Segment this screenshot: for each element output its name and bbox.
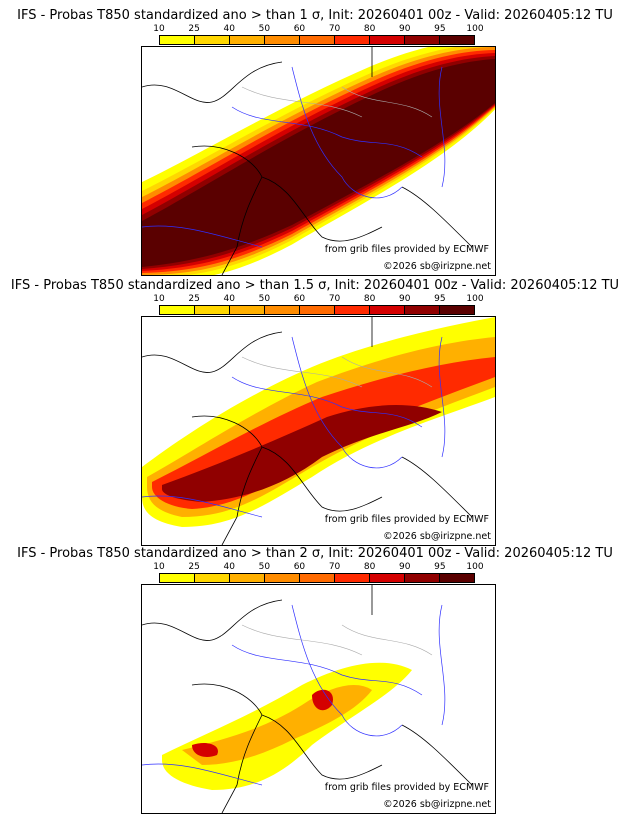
colorbar-tick-label: 50 — [258, 562, 271, 572]
coastline — [142, 317, 473, 545]
colorbar-swatch — [370, 574, 405, 582]
colorbar — [159, 573, 475, 583]
colorbar-tick-label: 10 — [153, 294, 165, 304]
colorbar-tick-label: 40 — [223, 562, 235, 572]
river-lines — [241, 356, 433, 388]
colorbar-tick-label: 95 — [434, 24, 446, 34]
probability-contour — [142, 59, 495, 275]
coastline — [142, 585, 473, 813]
map-area: from grib files provided by ECMWF ©2026 … — [141, 46, 496, 276]
colorbar-tick-label: 100 — [466, 24, 484, 34]
map-title: IFS - Probas T850 standardized ano > tha… — [17, 546, 613, 561]
colorbar-swatch — [440, 574, 474, 582]
colorbar-tick-label: 50 — [258, 24, 271, 34]
colorbar-swatch — [160, 574, 195, 582]
colorbar-tick-label: 10 — [153, 24, 165, 34]
probability-map-panel: IFS - Probas T850 standardized ano > tha… — [0, 8, 630, 278]
copyright-credit: ©2026 sb@irizpne.net — [383, 799, 491, 810]
colorbar — [159, 305, 475, 315]
colorbar-swatch — [440, 36, 474, 44]
map-title: IFS - Probas T850 standardized ano > tha… — [10, 278, 620, 293]
probability-contour — [192, 689, 333, 757]
colorbar-tick-label: 25 — [188, 24, 200, 34]
colorbar-swatch — [335, 574, 370, 582]
colorbar-tick-label: 25 — [188, 562, 200, 572]
colorbar-tick-label: 95 — [434, 562, 446, 572]
source-credit: from grib files provided by ECMWF — [324, 514, 489, 525]
colorbar-swatch — [160, 306, 195, 314]
country-borders — [142, 66, 446, 248]
colorbar-tick-label: 100 — [466, 562, 484, 572]
colorbar-swatch — [195, 574, 230, 582]
colorbar — [159, 35, 475, 45]
colorbar-tick-label: 40 — [223, 294, 235, 304]
probability-map-panel: IFS - Probas T850 standardized ano > tha… — [0, 278, 630, 548]
colorbar-swatch — [335, 36, 370, 44]
colorbar-swatch — [160, 36, 195, 44]
probability-map-panel: IFS - Probas T850 standardized ano > tha… — [0, 546, 630, 816]
colorbar-swatch — [405, 36, 440, 44]
colorbar-ticks: 10 25 40 50 60 70 80 90 95 100 — [153, 294, 483, 304]
country-borders — [142, 604, 446, 786]
colorbar-swatch — [300, 306, 335, 314]
colorbar-swatch — [265, 306, 300, 314]
colorbar-swatch — [300, 36, 335, 44]
colorbar-tick-label: 80 — [363, 294, 376, 304]
copyright-credit: ©2026 sb@irizpne.net — [383, 261, 491, 272]
colorbar-tick-label: 60 — [293, 24, 306, 34]
colorbar-tick-label: 80 — [363, 24, 376, 34]
source-credit: from grib files provided by ECMWF — [324, 782, 489, 793]
colorbar-tick-label: 40 — [223, 24, 235, 34]
colorbar-tick-label: 90 — [399, 294, 411, 304]
river-lines — [241, 624, 433, 656]
colorbar-tick-label: 70 — [328, 294, 341, 304]
map-svg — [142, 47, 495, 275]
map-area: from grib files provided by ECMWF ©2026 … — [141, 316, 496, 546]
map-svg — [142, 317, 495, 545]
colorbar-swatch — [195, 306, 230, 314]
coastline — [142, 47, 473, 275]
colorbar-tick-label: 90 — [399, 562, 411, 572]
colorbar-tick-label: 80 — [363, 562, 376, 572]
colorbar-tick-label: 90 — [399, 24, 411, 34]
colorbar-swatch — [370, 306, 405, 314]
colorbar-tick-label: 70 — [328, 24, 341, 34]
colorbar-swatch — [370, 36, 405, 44]
colorbar-tick-label: 100 — [466, 294, 484, 304]
map-title: IFS - Probas T850 standardized ano > tha… — [17, 8, 613, 23]
colorbar-swatch — [230, 36, 265, 44]
source-credit: from grib files provided by ECMWF — [324, 244, 489, 255]
map-area: from grib files provided by ECMWF ©2026 … — [141, 584, 496, 814]
colorbar-tick-label: 60 — [293, 294, 306, 304]
colorbar-ticks: 10 25 40 50 60 70 80 90 95 100 — [153, 24, 483, 34]
copyright-credit: ©2026 sb@irizpne.net — [383, 531, 491, 542]
colorbar-tick-label: 50 — [258, 294, 271, 304]
colorbar-swatch — [405, 306, 440, 314]
river-lines — [241, 86, 433, 118]
map-svg — [142, 585, 473, 813]
colorbar-swatch — [300, 574, 335, 582]
colorbar-tick-label: 25 — [188, 294, 200, 304]
colorbar-ticks: 10 25 40 50 60 70 80 90 95 100 — [153, 562, 483, 572]
country-borders — [142, 336, 446, 518]
colorbar-swatch — [230, 574, 265, 582]
colorbar-swatch — [440, 306, 474, 314]
colorbar-swatch — [195, 36, 230, 44]
colorbar-swatch — [265, 36, 300, 44]
colorbar-swatch — [230, 306, 265, 314]
colorbar-swatch — [265, 574, 300, 582]
colorbar-tick-label: 95 — [434, 294, 446, 304]
colorbar-tick-label: 70 — [328, 562, 341, 572]
colorbar-tick-label: 10 — [153, 562, 165, 572]
colorbar-tick-label: 60 — [293, 562, 306, 572]
colorbar-swatch — [405, 574, 440, 582]
colorbar-swatch — [335, 306, 370, 314]
probability-contour — [162, 405, 442, 502]
